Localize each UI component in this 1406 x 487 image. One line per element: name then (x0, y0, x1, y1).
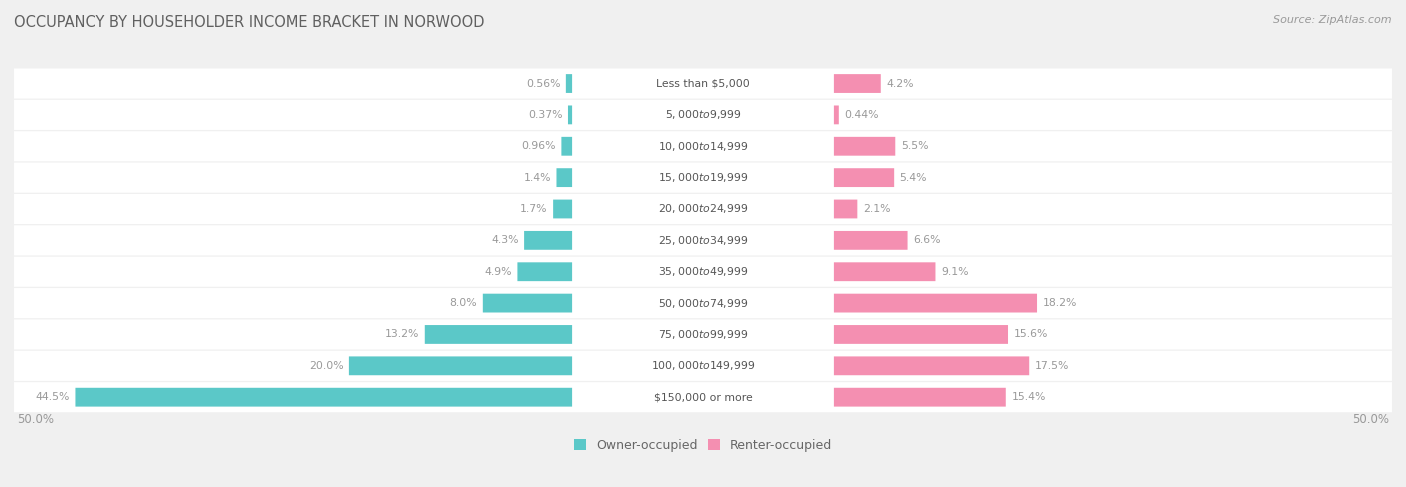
FancyBboxPatch shape (834, 137, 896, 156)
FancyBboxPatch shape (834, 294, 1038, 313)
Text: 2.1%: 2.1% (863, 204, 890, 214)
Text: $10,000 to $14,999: $10,000 to $14,999 (658, 140, 748, 153)
FancyBboxPatch shape (834, 74, 880, 93)
Text: 13.2%: 13.2% (385, 330, 419, 339)
FancyBboxPatch shape (565, 74, 572, 93)
FancyBboxPatch shape (14, 319, 1392, 350)
Text: $35,000 to $49,999: $35,000 to $49,999 (658, 265, 748, 278)
FancyBboxPatch shape (568, 106, 572, 124)
FancyBboxPatch shape (76, 388, 572, 407)
FancyBboxPatch shape (14, 100, 1392, 130)
Text: $5,000 to $9,999: $5,000 to $9,999 (665, 109, 741, 121)
FancyBboxPatch shape (14, 131, 1392, 161)
FancyBboxPatch shape (14, 69, 1392, 98)
FancyBboxPatch shape (482, 294, 572, 313)
FancyBboxPatch shape (834, 356, 1029, 375)
FancyBboxPatch shape (834, 262, 935, 281)
Legend: Owner-occupied, Renter-occupied: Owner-occupied, Renter-occupied (574, 439, 832, 452)
FancyBboxPatch shape (517, 262, 572, 281)
Text: 50.0%: 50.0% (17, 413, 53, 426)
Text: 8.0%: 8.0% (450, 298, 477, 308)
FancyBboxPatch shape (834, 388, 1005, 407)
FancyBboxPatch shape (834, 325, 1008, 344)
FancyBboxPatch shape (14, 288, 1392, 318)
FancyBboxPatch shape (14, 194, 1392, 224)
Text: 17.5%: 17.5% (1035, 361, 1069, 371)
Text: 0.96%: 0.96% (522, 141, 555, 151)
FancyBboxPatch shape (561, 137, 572, 156)
Text: 0.56%: 0.56% (526, 78, 561, 89)
Text: $150,000 or more: $150,000 or more (654, 392, 752, 402)
FancyBboxPatch shape (14, 351, 1392, 381)
FancyBboxPatch shape (834, 168, 894, 187)
Text: 0.37%: 0.37% (529, 110, 562, 120)
Text: 4.9%: 4.9% (485, 267, 512, 277)
Text: 20.0%: 20.0% (309, 361, 343, 371)
FancyBboxPatch shape (425, 325, 572, 344)
Text: 4.3%: 4.3% (491, 235, 519, 245)
FancyBboxPatch shape (524, 231, 572, 250)
Text: $25,000 to $34,999: $25,000 to $34,999 (658, 234, 748, 247)
FancyBboxPatch shape (557, 168, 572, 187)
Text: 4.2%: 4.2% (886, 78, 914, 89)
FancyBboxPatch shape (834, 231, 907, 250)
Text: 9.1%: 9.1% (941, 267, 969, 277)
Text: $75,000 to $99,999: $75,000 to $99,999 (658, 328, 748, 341)
Text: $15,000 to $19,999: $15,000 to $19,999 (658, 171, 748, 184)
FancyBboxPatch shape (14, 257, 1392, 287)
Text: 1.7%: 1.7% (520, 204, 547, 214)
FancyBboxPatch shape (834, 200, 858, 218)
FancyBboxPatch shape (14, 163, 1392, 193)
Text: 50.0%: 50.0% (1353, 413, 1389, 426)
Text: $50,000 to $74,999: $50,000 to $74,999 (658, 297, 748, 310)
FancyBboxPatch shape (553, 200, 572, 218)
FancyBboxPatch shape (14, 225, 1392, 255)
Text: 1.4%: 1.4% (523, 172, 551, 183)
Text: $20,000 to $24,999: $20,000 to $24,999 (658, 203, 748, 215)
Text: Less than $5,000: Less than $5,000 (657, 78, 749, 89)
FancyBboxPatch shape (349, 356, 572, 375)
Text: $100,000 to $149,999: $100,000 to $149,999 (651, 359, 755, 373)
Text: 0.44%: 0.44% (845, 110, 879, 120)
Text: 5.4%: 5.4% (900, 172, 927, 183)
Text: 18.2%: 18.2% (1042, 298, 1077, 308)
Text: 6.6%: 6.6% (912, 235, 941, 245)
FancyBboxPatch shape (834, 106, 839, 124)
Text: 15.6%: 15.6% (1014, 330, 1047, 339)
Text: 5.5%: 5.5% (901, 141, 928, 151)
Text: 15.4%: 15.4% (1011, 392, 1046, 402)
Text: 44.5%: 44.5% (35, 392, 70, 402)
Text: OCCUPANCY BY HOUSEHOLDER INCOME BRACKET IN NORWOOD: OCCUPANCY BY HOUSEHOLDER INCOME BRACKET … (14, 15, 485, 30)
Text: Source: ZipAtlas.com: Source: ZipAtlas.com (1274, 15, 1392, 25)
FancyBboxPatch shape (14, 382, 1392, 412)
